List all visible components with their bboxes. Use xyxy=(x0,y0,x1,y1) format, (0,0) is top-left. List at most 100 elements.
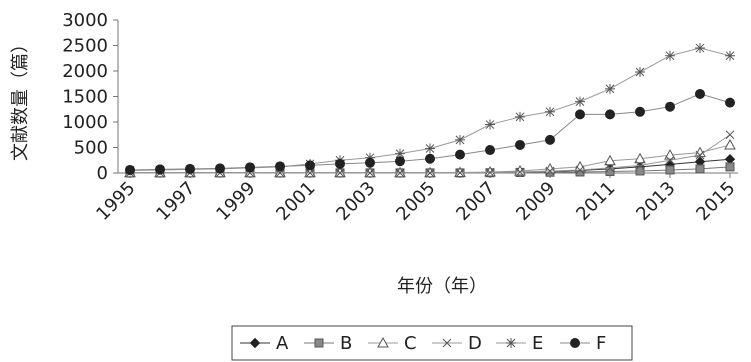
data-point-D xyxy=(665,155,675,165)
legend-marker-A xyxy=(249,337,261,349)
data-point-F xyxy=(395,156,405,167)
data-point-E xyxy=(425,143,435,154)
y-tick-label: 1500 xyxy=(62,87,108,108)
data-point-D xyxy=(545,166,555,176)
y-tick-label: 2500 xyxy=(62,36,108,57)
data-point-D xyxy=(605,163,615,173)
y-axis-ticks: 0 500 1000 1500 2000 2500 3000 xyxy=(62,10,118,184)
data-point-D xyxy=(725,130,735,140)
data-point-D xyxy=(335,168,345,178)
data-point-D xyxy=(455,168,465,178)
data-point-C xyxy=(514,164,526,176)
data-point-E xyxy=(635,67,645,78)
data-point-B xyxy=(725,162,735,172)
data-point-E xyxy=(665,50,675,61)
data-point-E xyxy=(725,50,735,61)
x-tick-label: 1999 xyxy=(212,178,259,225)
data-point-F xyxy=(605,109,615,120)
data-point-F xyxy=(275,161,285,172)
legend-marker-B xyxy=(314,338,324,348)
data-point-E xyxy=(545,106,555,117)
data-point-E xyxy=(395,148,405,159)
data-point-A xyxy=(724,154,736,165)
data-point-F xyxy=(335,158,345,169)
x-tick-label: 2003 xyxy=(332,178,379,225)
data-point-B xyxy=(695,164,705,174)
data-point-E xyxy=(485,119,495,130)
data-point-D xyxy=(425,168,435,178)
y-tick-label: 500 xyxy=(74,138,108,159)
data-point-F xyxy=(215,163,225,174)
legend-marker-D xyxy=(442,338,452,348)
data-point-F xyxy=(515,139,525,150)
data-point-E xyxy=(695,43,705,54)
data-point-F xyxy=(695,88,705,99)
data-point-F xyxy=(455,149,465,160)
legend-label-D: D xyxy=(468,333,482,354)
x-tick-label: 2001 xyxy=(272,178,319,225)
legend-label-F: F xyxy=(596,333,606,354)
data-point-D xyxy=(395,168,405,178)
data-point-D xyxy=(305,168,315,178)
data-point-B xyxy=(635,166,645,176)
data-point-D xyxy=(695,150,705,160)
legend: A B C D E F xyxy=(231,325,633,361)
data-point-F xyxy=(185,163,195,174)
data-point-C xyxy=(484,165,496,177)
data-point-B xyxy=(605,166,615,176)
data-point-C xyxy=(724,138,736,150)
data-point-F xyxy=(545,134,555,145)
data-point-F xyxy=(725,97,735,108)
legend-marker-E xyxy=(506,338,516,348)
legend-label-B: B xyxy=(340,333,352,354)
series-F xyxy=(125,88,735,175)
data-point-E xyxy=(515,111,525,122)
data-point-D xyxy=(365,168,375,178)
data-point-E xyxy=(455,134,465,145)
y-tick-label: 2000 xyxy=(62,61,108,82)
legend-label-E: E xyxy=(532,333,543,354)
data-point-D xyxy=(635,160,645,170)
data-point-D xyxy=(515,167,525,177)
data-point-F xyxy=(155,164,165,175)
legend-label-C: C xyxy=(404,333,417,354)
data-point-F xyxy=(125,164,135,175)
x-tick-label: 1997 xyxy=(152,178,199,225)
x-tick-label: 2011 xyxy=(572,178,619,225)
data-point-E xyxy=(575,96,585,107)
data-point-F xyxy=(485,145,495,156)
x-tick-label: 2015 xyxy=(692,178,739,225)
data-point-C xyxy=(574,160,586,172)
data-point-D xyxy=(485,168,495,177)
data-point-F xyxy=(305,160,315,171)
legend-marker-C xyxy=(377,336,389,348)
x-tick-label: 2007 xyxy=(452,178,499,225)
data-point-D xyxy=(575,165,585,175)
data-point-F xyxy=(665,101,675,112)
x-axis-ticks: 1995 1997 1999 2001 2003 2005 2007 2009 2011 2013… xyxy=(92,173,740,225)
data-point-C xyxy=(604,154,616,166)
data-point-F xyxy=(635,106,645,117)
data-point-C xyxy=(454,166,466,177)
data-point-F xyxy=(425,153,435,164)
x-tick-label: 2013 xyxy=(632,178,679,225)
y-tick-label: 0 xyxy=(97,163,108,184)
x-tick-label: 2009 xyxy=(512,178,559,225)
y-tick-label: 3000 xyxy=(62,10,108,31)
data-point-F xyxy=(365,157,375,168)
legend-marker-F xyxy=(570,338,580,348)
data-point-E xyxy=(605,83,615,94)
data-point-C xyxy=(664,149,676,160)
y-tick-label: 1000 xyxy=(62,112,108,133)
legend-label-A: A xyxy=(276,333,289,354)
data-point-E xyxy=(365,152,375,163)
x-tick-label: 1995 xyxy=(92,178,139,225)
data-point-F xyxy=(575,109,585,120)
x-axis-title: 年份（年） xyxy=(397,276,487,297)
legend-border xyxy=(231,325,633,361)
series-layer xyxy=(124,43,736,178)
y-axis-title: 文献数量（篇） xyxy=(10,35,31,161)
x-tick-label: 2005 xyxy=(392,178,439,225)
data-point-C xyxy=(634,152,646,164)
